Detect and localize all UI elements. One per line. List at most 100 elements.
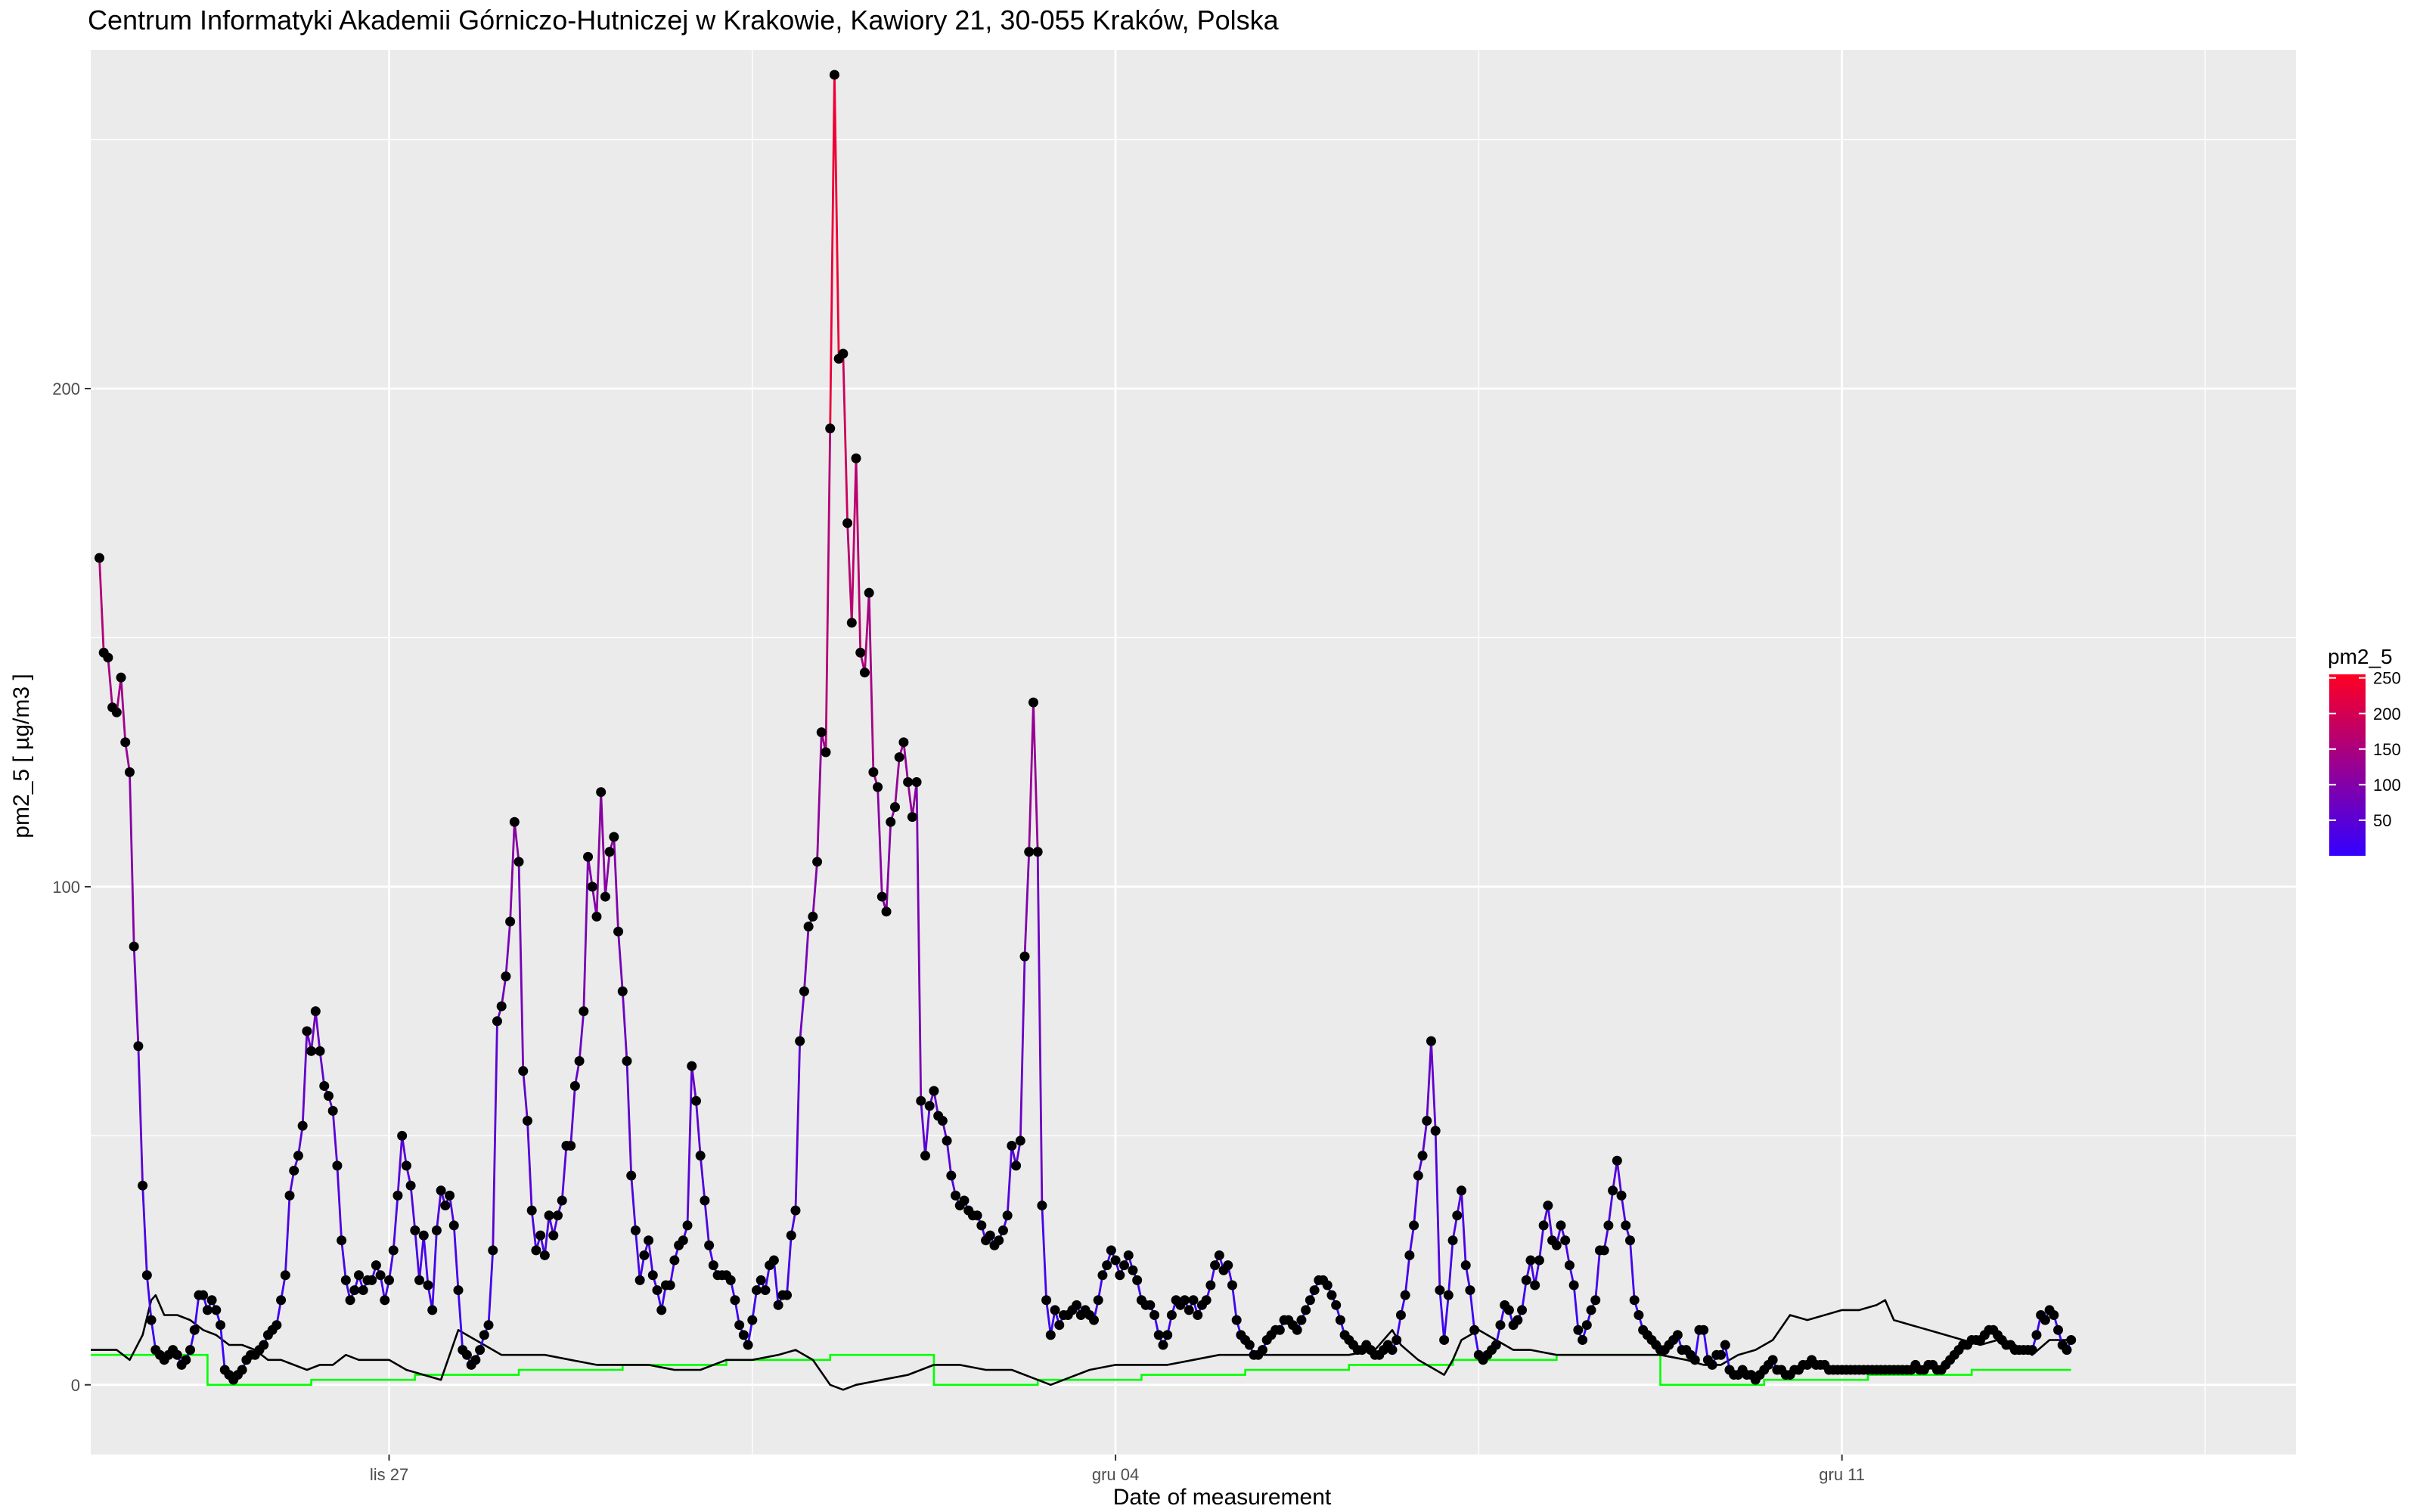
measured-segment-103 [543,1214,551,1256]
measured-point-71 [401,1160,411,1171]
measured-point-248 [1166,1310,1177,1321]
measured-point-161 [790,1205,801,1216]
measured-point-335 [1543,1201,1553,1211]
measured-point-28 [216,1320,226,1331]
measured-point-340 [1564,1260,1575,1271]
measured-point-342 [1573,1325,1584,1335]
measured-point-170 [829,70,839,80]
measured-segment-69 [396,1134,404,1197]
measured-segment-97 [517,860,525,1073]
measured-point-356 [1634,1310,1644,1321]
measured-point-339 [1560,1235,1571,1246]
measured-point-231 [1093,1295,1103,1306]
measured-point-269 [1257,1345,1267,1356]
measured-point-285 [1326,1290,1337,1300]
measured-point-239 [1128,1265,1138,1275]
measured-point-111 [574,1055,585,1066]
measured-point-192 [924,1101,935,1111]
measured-point-81 [445,1190,455,1201]
measured-segment-174 [850,457,858,624]
measured-segment-22 [193,1294,200,1331]
measured-point-151 [747,1315,758,1325]
measured-point-448 [2031,1330,2042,1340]
measured-segment-303 [1408,1224,1415,1256]
measured-point-348 [1599,1245,1609,1256]
measured-point-191 [920,1151,931,1161]
measured-segment-349 [1607,1189,1615,1227]
measured-point-353 [1621,1220,1631,1231]
chart-title: Centrum Informatyki Akademii Górniczo-Hu… [88,5,1279,36]
measured-point-183 [886,816,896,827]
measured-point-203 [972,1210,982,1221]
measured-segment-117 [604,850,611,898]
measured-point-324 [1495,1320,1506,1331]
measured-segment-113 [587,855,594,888]
measured-segment-215 [1028,701,1035,854]
measured-segment-121 [621,990,628,1062]
measured-point-317 [1465,1285,1475,1296]
measured-point-375 [1716,1349,1727,1360]
measured-point-254 [1193,1310,1203,1321]
measured-point-259 [1214,1250,1224,1260]
measured-point-105 [548,1230,559,1241]
measured-point-147 [730,1295,740,1306]
measured-segment-28 [219,1324,226,1371]
measured-point-262 [1227,1280,1237,1290]
measured-segment-163 [803,925,810,993]
measured-segment-90 [487,1249,495,1327]
measured-segment-306 [1421,1120,1429,1157]
measured-point-80 [440,1201,451,1211]
measured-point-107 [557,1195,567,1206]
measured-segment-352 [1620,1194,1627,1227]
measured-segment-341 [1572,1284,1580,1331]
reference-black-line [91,1294,2071,1391]
measured-segment-10 [141,1184,148,1277]
measured-point-65 [375,1270,386,1281]
measured-segment-350 [1612,1159,1618,1192]
measured-segment-371 [1702,1328,1709,1362]
measured-segment-165 [811,860,818,918]
measured-point-307 [1422,1116,1432,1126]
measured-segment-304 [1413,1174,1419,1227]
measured-segment-219 [1045,1299,1052,1337]
measured-point-211 [1007,1141,1017,1151]
measured-segment-335 [1547,1204,1553,1242]
measured-point-118 [604,847,615,857]
x-axis: lis 27 gru 04 gru 11 [370,1455,1865,1484]
measured-segment-9 [137,1045,144,1187]
measured-segment-217 [1036,850,1044,1207]
measured-segment-109 [569,1085,576,1147]
measured-segment-127 [647,1239,654,1277]
measured-segment-187 [907,781,914,819]
measured-point-66 [380,1295,390,1306]
measured-point-189 [911,777,922,788]
measured-segment-99 [526,1120,533,1212]
measured-point-9 [133,1041,144,1052]
measured-point-216 [1028,697,1038,708]
measured-segment-75 [422,1234,430,1287]
measured-segment-73 [414,1229,420,1281]
measured-point-309 [1430,1126,1441,1136]
measured-point-252 [1184,1305,1194,1315]
measured-point-109 [566,1141,576,1151]
measured-point-73 [410,1225,420,1236]
measured-segment-302 [1404,1254,1411,1297]
measured-segment-122 [625,1060,633,1177]
measured-point-166 [812,857,823,867]
measured-point-345 [1586,1305,1596,1315]
measured-point-169 [825,423,836,434]
y-axis-title: pm2_5 [ µg/m3 ] [9,674,34,838]
measured-segment-93 [500,975,507,1008]
measured-segment-47 [301,1030,309,1127]
x-tick-label-0: lis 27 [370,1465,408,1484]
measured-point-208 [994,1235,1004,1246]
measured-point-59 [349,1285,360,1296]
measured-point-217 [1032,847,1043,857]
measured-segment-116 [600,791,607,898]
measured-segment-307 [1426,1040,1432,1122]
measured-point-197 [946,1170,957,1181]
measured-segment-191 [924,1105,931,1157]
measured-point-246 [1158,1340,1168,1350]
measured-point-41 [271,1320,282,1331]
measured-point-100 [526,1205,537,1216]
